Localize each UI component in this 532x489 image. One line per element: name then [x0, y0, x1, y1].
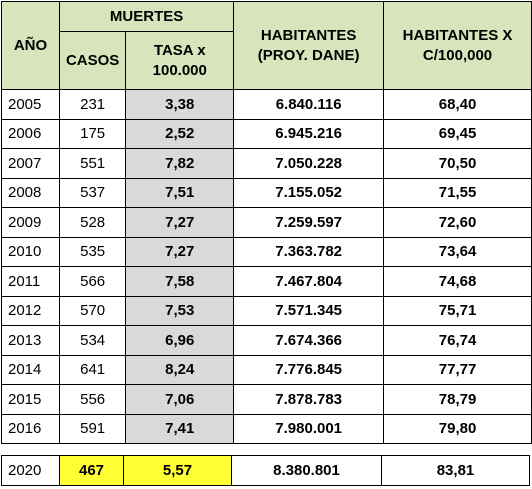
- table-cell: 551: [58, 148, 127, 179]
- table-cell: 7,41: [125, 413, 235, 444]
- table-row: 2006 175 2,52 6.945.216 69,45: [1, 118, 532, 149]
- table-cell: 8.380.801: [231, 455, 382, 486]
- header-cell: HABITANTES (PROY. DANE): [233, 1, 385, 90]
- table-row: 2015 556 7,06 7.878.783 78,79: [1, 384, 532, 415]
- table-cell: 7.674.366: [233, 325, 385, 356]
- table-cell: 6,96: [125, 325, 235, 356]
- table-cell: 77,77: [383, 354, 532, 385]
- table-row: 2012 570 7,53 7.571.345 75,71: [1, 295, 532, 326]
- table-cell: 7,58: [125, 266, 235, 297]
- table-cell: 528: [58, 207, 127, 238]
- table-cell: 2009: [1, 207, 60, 238]
- header-cell: TASA x 100.000: [125, 31, 235, 90]
- table-cell: 76,74: [383, 325, 532, 356]
- table-cell: 7.980.001: [233, 413, 385, 444]
- header-cell: AÑO: [1, 1, 60, 90]
- table-cell: 7.363.782: [233, 236, 385, 267]
- table-cell: 7.571.345: [233, 295, 385, 326]
- table-cell: 2020: [1, 455, 60, 486]
- table-cell: 5,57: [123, 455, 232, 486]
- table-cell: 2010: [1, 236, 60, 267]
- table-row: 2014 641 8,24 7.776.845 77,77: [1, 354, 532, 385]
- table-cell: 2011: [1, 266, 60, 297]
- table-cell: 75,71: [383, 295, 532, 326]
- table-cell: 70,50: [383, 148, 532, 179]
- table-row: 2011 566 7,58 7.467.804 74,68: [1, 266, 532, 297]
- table-cell: 2007: [1, 148, 60, 179]
- table-cell: 7,82: [125, 148, 235, 179]
- table-cell: 2012: [1, 295, 60, 326]
- table-cell: 7,27: [125, 207, 235, 238]
- table-cell: 641: [58, 354, 127, 385]
- table-row: 2005 231 3,38 6.840.116 68,40: [1, 89, 532, 120]
- table-cell: 6.840.116: [233, 89, 385, 120]
- table-cell: 71,55: [383, 177, 532, 208]
- table-cell: 83,81: [381, 455, 530, 486]
- data-table: AÑO MUERTES HABITANTES (PROY. DANE) HABI…: [1, 1, 532, 444]
- table-cell: 2006: [1, 118, 60, 149]
- table-cell: 6.945.216: [233, 118, 385, 149]
- table-cell: 2,52: [125, 118, 235, 149]
- table-cell: 7.050.228: [233, 148, 385, 179]
- table-cell: 556: [58, 384, 127, 415]
- table-cell: 2015: [1, 384, 60, 415]
- table-cell: 7.155.052: [233, 177, 385, 208]
- table-row: 2020 467 5,57 8.380.801 83,81: [1, 455, 530, 486]
- table-row: 2010 535 7,27 7.363.782 73,64: [1, 236, 532, 267]
- header-row: CASOS TASA x 100.000: [2, 31, 532, 90]
- table-cell: 79,80: [383, 413, 532, 444]
- table-cell: 467: [59, 455, 124, 486]
- table-cell: 535: [58, 236, 127, 267]
- header-cell: MUERTES: [58, 1, 235, 32]
- header-cell: CASOS: [58, 31, 127, 90]
- table-cell: 7.259.597: [233, 207, 385, 238]
- table-cell: 72,60: [383, 207, 532, 238]
- table-cell: 2013: [1, 325, 60, 356]
- table-cell: 2008: [1, 177, 60, 208]
- table-row: 2009 528 7,27 7.259.597 72,60: [1, 207, 532, 238]
- table-cell: 566: [58, 266, 127, 297]
- table-cell: 534: [58, 325, 127, 356]
- table-cell: 74,68: [383, 266, 532, 297]
- table-cell: 591: [58, 413, 127, 444]
- table-cell: 537: [58, 177, 127, 208]
- table-cell: 7,53: [125, 295, 235, 326]
- table-row: 2007 551 7,82 7.050.228 70,50: [1, 148, 532, 179]
- table-cell: 8,24: [125, 354, 235, 385]
- table-cell: 570: [58, 295, 127, 326]
- table-cell: 175: [58, 118, 127, 149]
- table-cell: 7.878.783: [233, 384, 385, 415]
- table-cell: 231: [58, 89, 127, 120]
- table-cell: 2016: [1, 413, 60, 444]
- table-cell: 7,51: [125, 177, 235, 208]
- table-cell: 7.467.804: [233, 266, 385, 297]
- table-cell: 2014: [1, 354, 60, 385]
- table-cell: 7,06: [125, 384, 235, 415]
- table-cell: 2005: [1, 89, 60, 120]
- table-cell: 73,64: [383, 236, 532, 267]
- summary-table: 2020 467 5,57 8.380.801 83,81: [1, 455, 530, 486]
- table-row: 2016 591 7,41 7.980.001 79,80: [1, 413, 532, 444]
- table-cell: 78,79: [383, 384, 532, 415]
- table-cell: 69,45: [383, 118, 532, 149]
- table-cell: 7,27: [125, 236, 235, 267]
- table-cell: 68,40: [383, 89, 532, 120]
- table-row: 2008 537 7,51 7.155.052 71,55: [1, 177, 532, 208]
- table-cell: 7.776.845: [233, 354, 385, 385]
- header-row: AÑO MUERTES HABITANTES (PROY. DANE) HABI…: [1, 1, 532, 90]
- header-cell: HABITANTES X C/100,000: [383, 1, 532, 90]
- table-row: 2013 534 6,96 7.674.366 76,74: [1, 325, 532, 356]
- table-cell: 3,38: [125, 89, 235, 120]
